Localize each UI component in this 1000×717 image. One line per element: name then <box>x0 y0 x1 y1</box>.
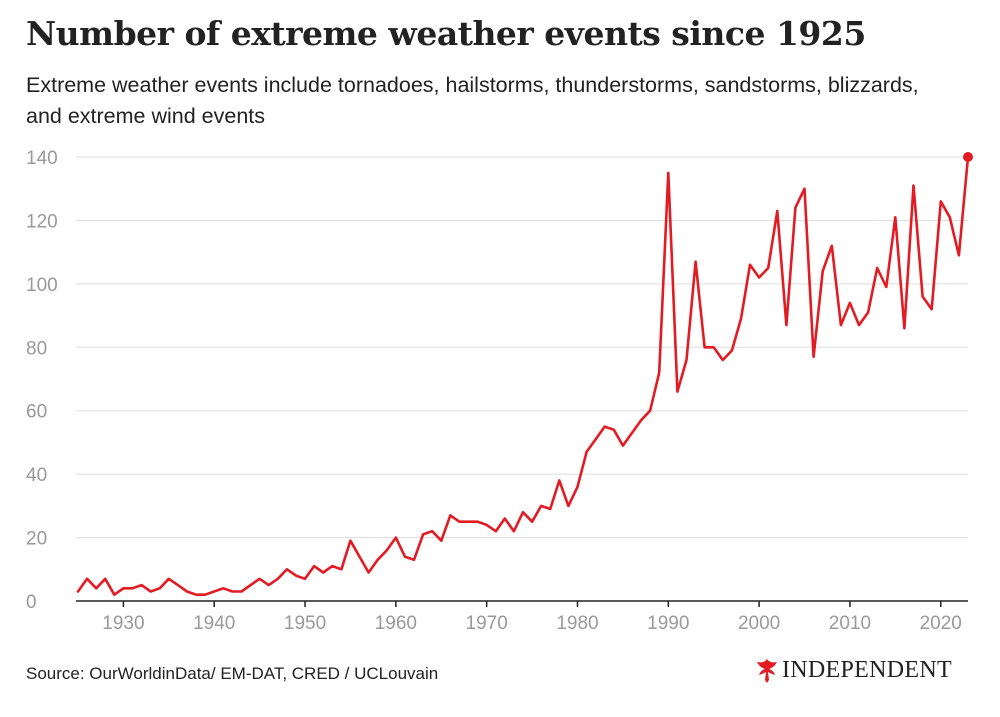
y-tick-label: 0 <box>26 592 37 613</box>
x-tick-label: 1960 <box>375 613 417 634</box>
eagle-icon <box>757 658 777 683</box>
x-tick-label: 2000 <box>738 613 780 634</box>
y-tick-label: 40 <box>26 465 47 486</box>
x-tick-label: 2010 <box>829 613 871 634</box>
brand-name: INDEPENDENT <box>782 657 952 683</box>
x-tick-label: 1990 <box>647 613 689 634</box>
y-tick-label: 100 <box>26 275 58 296</box>
source-note: Source: OurWorldinData/ EM-DAT, CRED / U… <box>26 664 439 683</box>
x-tick-label: 1950 <box>284 613 326 634</box>
chart-subtitle: Extreme weather events include tornadoes… <box>26 73 919 128</box>
x-tick-label: 1930 <box>102 613 144 634</box>
series-line <box>76 155 970 597</box>
y-tick-label: 120 <box>26 211 58 232</box>
end-point-marker <box>963 152 973 162</box>
x-tick-label: 1940 <box>193 613 235 634</box>
x-tick-label: 1970 <box>466 613 508 634</box>
y-tick-label: 140 <box>26 148 58 169</box>
x-tick-label: 2020 <box>920 613 962 634</box>
x-tick-label: 1980 <box>556 613 598 634</box>
brand-logo: INDEPENDENT <box>756 657 952 684</box>
chart-title: Number of extreme weather events since 1… <box>26 14 866 53</box>
y-tick-label: 20 <box>26 529 47 550</box>
y-tick-label: 80 <box>26 338 47 359</box>
y-tick-label: 60 <box>26 402 47 423</box>
